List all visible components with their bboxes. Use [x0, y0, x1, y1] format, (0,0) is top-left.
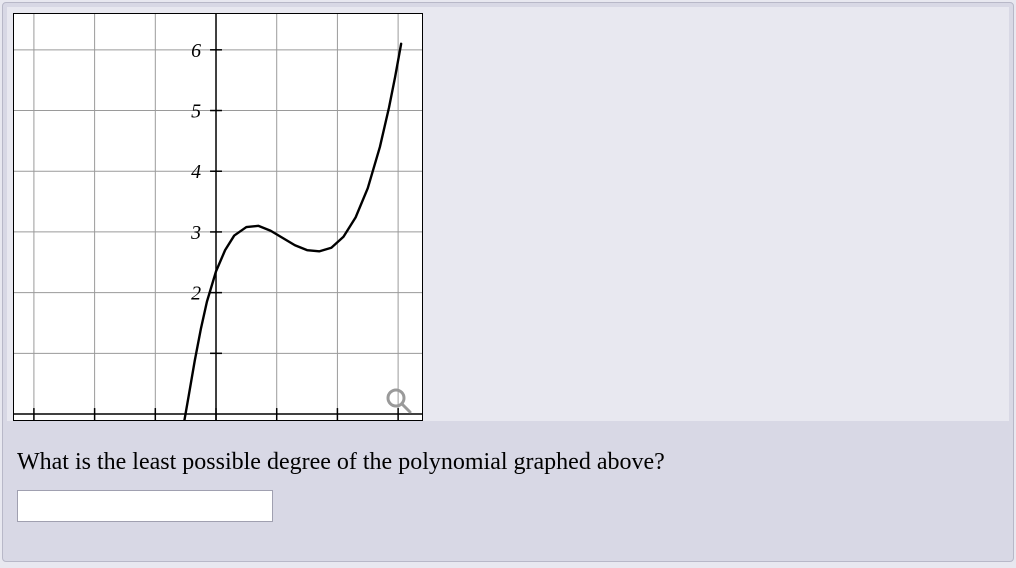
y-axis-label: 3 — [190, 222, 201, 244]
y-axis-label: 5 — [191, 100, 201, 122]
graph-region: 2 3 4 5 6 — [7, 7, 1009, 421]
zoom-icon[interactable] — [384, 386, 412, 414]
question-area: What is the least possible degree of the… — [7, 421, 1009, 532]
y-axis-label: 4 — [191, 161, 201, 183]
y-axis-label: 6 — [191, 40, 201, 62]
polynomial-graph: 2 3 4 5 6 — [13, 13, 423, 421]
y-axis-label: 2 — [191, 283, 201, 305]
answer-input[interactable] — [17, 490, 273, 522]
question-panel: 2 3 4 5 6 What is the least possible degree … — [2, 2, 1014, 562]
question-text: What is the least possible degree of the… — [17, 449, 999, 476]
graph-svg: 2 3 4 5 6 — [14, 14, 422, 420]
